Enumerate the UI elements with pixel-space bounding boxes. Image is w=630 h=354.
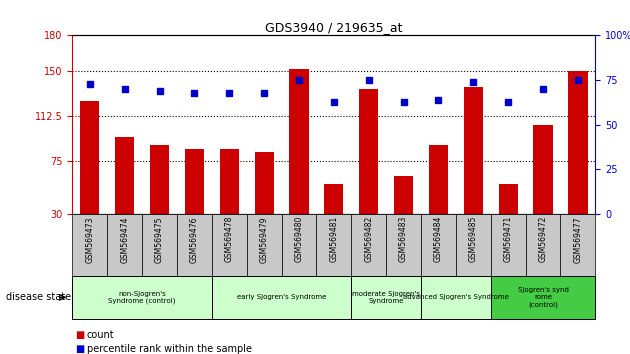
FancyBboxPatch shape (456, 214, 491, 276)
Bar (80, 101, 100, 250)
FancyBboxPatch shape (247, 214, 282, 276)
Title: GDS3940 / 219635_at: GDS3940 / 219635_at (265, 21, 403, 34)
FancyBboxPatch shape (352, 214, 386, 276)
FancyBboxPatch shape (561, 214, 595, 276)
FancyBboxPatch shape (142, 214, 177, 276)
Bar (185, 149, 204, 250)
Text: GSM569475: GSM569475 (155, 216, 164, 263)
FancyBboxPatch shape (212, 214, 247, 276)
Text: ■: ■ (76, 330, 85, 339)
FancyBboxPatch shape (72, 276, 212, 319)
Text: GSM569473: GSM569473 (86, 216, 94, 263)
Text: advanced Sjogren's Syndrome: advanced Sjogren's Syndrome (403, 295, 509, 300)
FancyBboxPatch shape (212, 276, 352, 319)
Text: GSM569485: GSM569485 (469, 216, 478, 262)
Bar (534, 125, 553, 250)
Text: Sjogren's synd
rome
(control): Sjogren's synd rome (control) (518, 287, 568, 308)
Text: count: count (87, 330, 115, 339)
FancyBboxPatch shape (352, 276, 421, 319)
Text: early Sjogren's Syndrome: early Sjogren's Syndrome (237, 295, 326, 300)
Text: moderate Sjogren's
Syndrome: moderate Sjogren's Syndrome (352, 291, 420, 304)
Text: GSM569478: GSM569478 (225, 216, 234, 262)
Text: ■: ■ (76, 344, 85, 354)
Bar (220, 149, 239, 250)
Text: GSM569474: GSM569474 (120, 216, 129, 263)
Text: GSM569484: GSM569484 (434, 216, 443, 262)
Bar (394, 176, 413, 250)
FancyBboxPatch shape (72, 214, 107, 276)
Text: GSM569471: GSM569471 (504, 216, 513, 262)
Text: GSM569480: GSM569480 (295, 216, 304, 262)
Text: disease state: disease state (6, 292, 71, 302)
Text: non-Sjogren's
Syndrome (control): non-Sjogren's Syndrome (control) (108, 291, 176, 304)
FancyBboxPatch shape (107, 214, 142, 276)
Text: percentile rank within the sample: percentile rank within the sample (87, 344, 252, 354)
Bar (568, 71, 588, 250)
FancyBboxPatch shape (386, 214, 421, 276)
Bar (255, 152, 274, 250)
Bar (115, 137, 134, 250)
FancyBboxPatch shape (491, 214, 525, 276)
Text: GSM569482: GSM569482 (364, 216, 373, 262)
Bar (359, 89, 379, 250)
Bar (324, 184, 343, 250)
FancyBboxPatch shape (421, 214, 456, 276)
FancyBboxPatch shape (282, 214, 316, 276)
Text: GSM569477: GSM569477 (573, 216, 582, 263)
Bar (464, 87, 483, 250)
Bar (289, 69, 309, 250)
FancyBboxPatch shape (177, 214, 212, 276)
FancyBboxPatch shape (525, 214, 561, 276)
FancyBboxPatch shape (316, 214, 352, 276)
FancyBboxPatch shape (421, 276, 491, 319)
FancyBboxPatch shape (491, 276, 595, 319)
Text: GSM569479: GSM569479 (260, 216, 268, 263)
Text: GSM569483: GSM569483 (399, 216, 408, 262)
Bar (498, 184, 518, 250)
Text: GSM569481: GSM569481 (329, 216, 338, 262)
Bar (429, 145, 448, 250)
Text: GSM569476: GSM569476 (190, 216, 199, 263)
Bar (150, 145, 169, 250)
Text: GSM569472: GSM569472 (539, 216, 547, 262)
